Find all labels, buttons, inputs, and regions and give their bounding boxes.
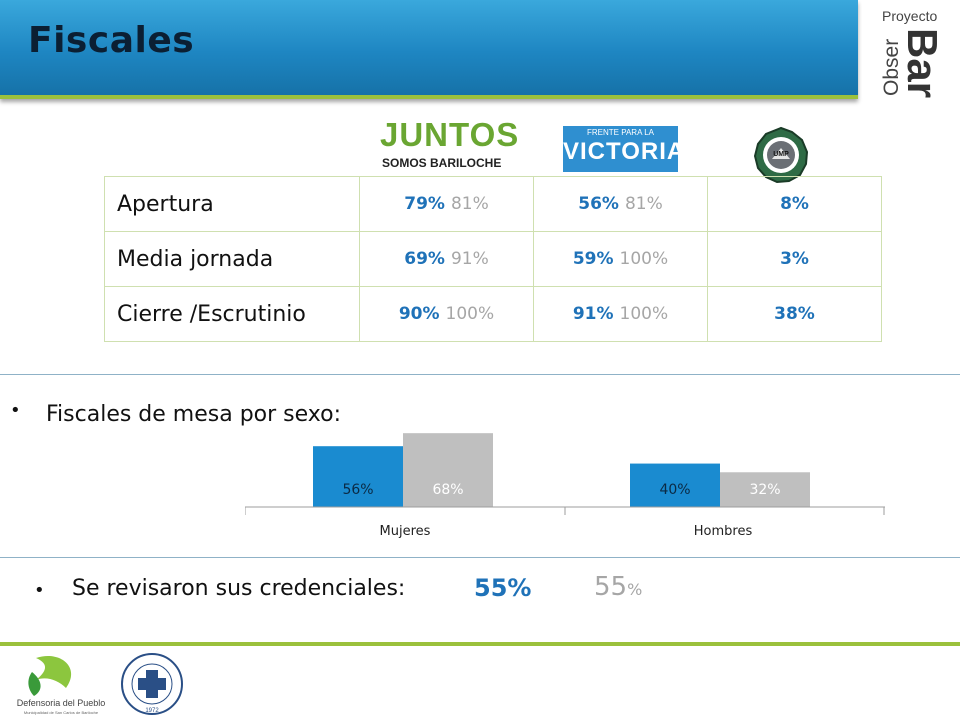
value-blue: 38% [774, 304, 815, 324]
chart-category-label: Hombres [694, 524, 753, 539]
juntos-logo-sub: SOMOS BARILOCHE [382, 156, 502, 170]
defensoria-logo-subtext: Municipalidad de San Carlos de Bariloche [24, 710, 99, 715]
value-blue: 3% [780, 249, 809, 269]
sexo-bar-chart: 56% 68% Mujeres 40% 32% Hombres [245, 433, 885, 539]
bullet-dot: • [10, 400, 21, 421]
cell-juntos: 69% 91% [359, 231, 534, 287]
cell-fpv: 59% 100% [533, 231, 708, 287]
defensoria-logo-text: Defensoria del Pueblo [17, 698, 106, 708]
brand-proyecto-text: Proyecto [882, 8, 938, 24]
credenciales-gray-number: 55 [594, 572, 628, 602]
uncoma-seal-year: 1972 [145, 708, 159, 714]
value-blue: 91% [572, 304, 614, 324]
chart-bar-mujeres-1 [403, 433, 493, 507]
fpv-logo-main: VICTORIA [563, 138, 686, 165]
value-blue: 79% [404, 194, 445, 214]
chart-category-label: Mujeres [380, 524, 431, 539]
bullet-sexo: Fiscales de mesa por sexo: [46, 402, 341, 427]
fpv-logo-top: FRENTE PARA LA [587, 128, 654, 137]
brand-logo [862, 0, 960, 98]
row-label-media-jornada: Media jornada [104, 231, 360, 287]
defensoria-logo: Defensoria del Pueblo Municipalidad de S… [17, 656, 106, 715]
cell-fpv: 91% 100% [533, 286, 708, 342]
divider-bottom [0, 557, 960, 558]
chart-bar-hombres-1 [720, 472, 810, 507]
value-blue: 59% [572, 249, 614, 269]
chart-bar-mujeres-0 [313, 446, 403, 507]
value-blue: 69% [404, 249, 445, 269]
cell-juntos: 90% 100% [359, 286, 534, 342]
chart-data-label: 68% [432, 482, 463, 498]
cell-ump: 38% [707, 286, 882, 342]
value-blue: 8% [780, 194, 809, 214]
bullet-credenciales: Se revisaron sus credenciales: [72, 576, 406, 601]
cell-fpv: 56% 81% [533, 176, 708, 232]
title-bar: Fiscales [0, 0, 858, 99]
value-gray: 81% [624, 194, 663, 214]
value-gray: 100% [445, 304, 495, 324]
cell-ump: 3% [707, 231, 882, 287]
credenciales-value-blue: 55% [474, 574, 532, 602]
value-gray: 100% [619, 304, 669, 324]
juntos-logo: JUNTOS SOMOS BARILOCHE [374, 112, 518, 176]
chart-bar-hombres-0 [630, 463, 720, 507]
table-row: Cierre /Escrutinio 90% 100% 91% 100% 38% [104, 286, 882, 342]
value-blue: 90% [398, 304, 440, 324]
row-label-apertura: Apertura [104, 176, 360, 232]
page-title: Fiscales [28, 20, 195, 61]
value-gray: 100% [619, 249, 669, 269]
chart-data-label: 32% [749, 482, 780, 498]
fpv-logo: FRENTE PARA LA VICTORIA [563, 126, 686, 172]
brand-bar-text: Bar [899, 28, 946, 99]
table-row: Apertura 79% 81% 56% 81% 8% [104, 176, 882, 232]
footer-rule [0, 642, 960, 646]
chart-data-label: 40% [659, 482, 690, 498]
credenciales-gray-percent: % [627, 580, 643, 599]
cell-ump: 8% [707, 176, 882, 232]
fiscales-table: Apertura 79% 81% 56% 81% 8% Media jornada … [104, 176, 882, 342]
cell-juntos: 79% 81% [359, 176, 534, 232]
uncoma-seal: 1972 [121, 653, 183, 715]
value-gray: 81% [450, 194, 489, 214]
value-gray: 91% [450, 249, 489, 269]
table-row: Media jornada 69% 91% 59% 100% 3% [104, 231, 882, 287]
chart-data-label: 56% [342, 482, 373, 498]
value-blue: 56% [578, 194, 619, 214]
credenciales-value-gray: 55% [594, 572, 642, 602]
juntos-logo-main: JUNTOS [380, 116, 520, 153]
ump-logo-text: UMP [773, 151, 789, 158]
divider-top [0, 374, 960, 375]
row-label-cierre: Cierre /Escrutinio [104, 286, 360, 342]
bullet-dot: • [34, 580, 45, 601]
